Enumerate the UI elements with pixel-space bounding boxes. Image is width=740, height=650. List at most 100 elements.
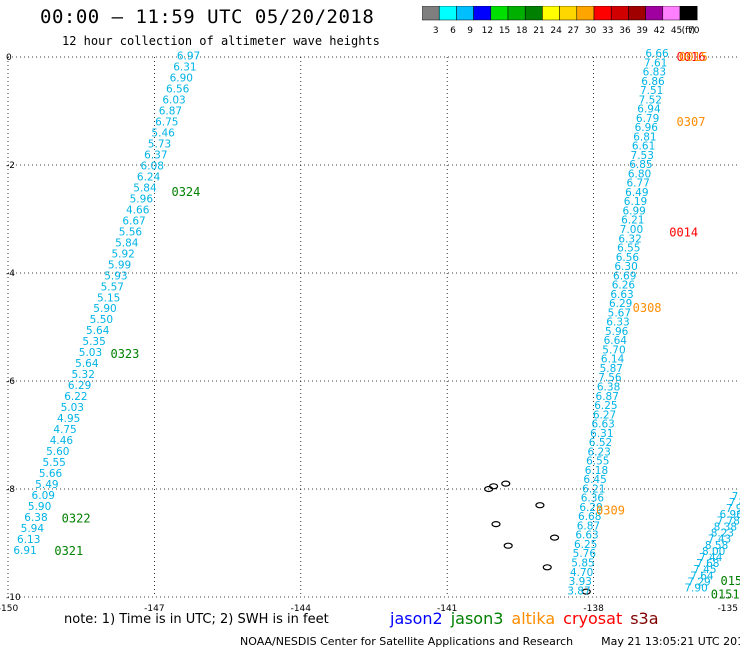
swh-value: 7.44 <box>699 552 723 564</box>
island-outline <box>501 480 511 487</box>
swh-value: 5.60 <box>46 446 69 458</box>
swh-value: 5.84 <box>133 182 157 194</box>
latitude-label: -8 <box>6 485 15 495</box>
swh-value: 6.86 <box>641 76 665 88</box>
color-scale-label: 18 <box>516 26 528 36</box>
swh-value: 7.64 <box>690 570 714 582</box>
longitude-label: -141 <box>437 604 457 614</box>
footer: NOAA/NESDIS Center for Satellite Applica… <box>240 635 740 648</box>
swh-value: 5.85 <box>571 558 594 570</box>
swh-value: 8.23 <box>711 528 734 540</box>
swh-value: 6.85 <box>629 159 652 171</box>
pass-time-label: 0015 <box>679 50 708 64</box>
swh-value: 7.43 <box>708 534 731 546</box>
swh-value: 5.56 <box>119 226 143 238</box>
swh-value: 6.09 <box>32 490 55 502</box>
swh-value: 6.55 <box>586 456 609 468</box>
swh-value: 6.19 <box>624 196 647 208</box>
color-scale-label: 70 <box>688 26 700 36</box>
satellite-legend-cryosat: cryosat <box>563 609 623 628</box>
color-scale-label: 27 <box>568 26 579 36</box>
swh-value: 7.61 <box>644 57 667 69</box>
pass-time-label: 0307 <box>677 115 706 129</box>
swh-value: 6.31 <box>590 428 613 440</box>
swh-value: 7.29 <box>687 576 710 588</box>
pass-time-label: 0323 <box>110 347 139 361</box>
swh-value: 5.70 <box>602 344 625 356</box>
swh-value: 6.45 <box>583 474 606 486</box>
color-scale-label: 36 <box>619 26 631 36</box>
swh-value: 5.15 <box>97 292 120 304</box>
swh-value: 7.56 <box>598 372 622 384</box>
swh-value: 5.32 <box>72 369 95 381</box>
latitude-label: -2 <box>6 161 15 171</box>
swh-value: 5.50 <box>90 314 113 326</box>
island-outline <box>549 534 560 541</box>
footer-source: NOAA/NESDIS Center for Satellite Applica… <box>240 635 574 648</box>
color-scale-label: 15 <box>499 26 510 36</box>
swh-value: 6.13 <box>17 534 40 546</box>
pass-time-label: 0309 <box>596 504 625 518</box>
swh-value: 4.66 <box>126 204 150 216</box>
swh-value: 8.38 <box>714 521 737 533</box>
swh-value: 6.69 <box>613 270 636 282</box>
swh-value: 6.30 <box>614 261 637 273</box>
swh-value: 6.55 <box>617 243 640 255</box>
swh-value: 5.87 <box>600 363 623 375</box>
island-outline <box>581 588 591 595</box>
swh-value: 6.25 <box>594 400 617 412</box>
swh-value: 7.51 <box>640 85 663 97</box>
swh-value: 5.67 <box>608 307 631 319</box>
swh-value: 7.45 <box>693 564 716 576</box>
swh-value: 5.76 <box>573 548 597 560</box>
swh-value: 6.66 <box>645 48 669 60</box>
latitude-label: -4 <box>6 269 15 279</box>
swh-value: 6.23 <box>587 446 610 458</box>
swh-value: 6.27 <box>593 409 616 421</box>
longitude-label: -138 <box>583 604 604 614</box>
swh-value: 5.96 <box>130 193 154 205</box>
color-scale-label: 9 <box>467 26 473 36</box>
color-scale-legend: 3 6 9 12 15 18 21 24 27 30 33 36 39 42 45 70(ft) <box>422 6 700 36</box>
swh-value: 6.21 <box>621 215 644 227</box>
swh-value: 6.64 <box>604 335 628 347</box>
swh-value: 5.92 <box>111 248 134 260</box>
swh-value: 5.64 <box>86 325 110 337</box>
swh-value: 5.66 <box>39 468 63 480</box>
swh-value: 6.38 <box>24 512 47 524</box>
longitude-label: -135 <box>718 604 738 614</box>
swh-value: 4.75 <box>53 424 76 436</box>
color-scale-swatch <box>679 6 698 21</box>
swh-value: 7.52 <box>639 94 662 106</box>
swh-value: 6.83 <box>643 67 666 79</box>
swh-value: 5.64 <box>75 358 99 370</box>
swh-value: 6.63 <box>610 289 633 301</box>
swh-value: 4.70 <box>570 567 593 579</box>
units-note: note: 1) Time is in UTC; 2) SWH is in fe… <box>64 612 329 627</box>
swh-value: 5.96 <box>605 326 629 338</box>
swh-value: 6.81 <box>633 131 656 143</box>
swh-value: 6.79 <box>636 113 659 125</box>
swh-value: 6.08 <box>141 161 164 173</box>
swh-value: 5.73 <box>148 139 171 151</box>
color-scale-label: 24 <box>550 26 562 36</box>
color-scale-label: 6 <box>450 26 456 36</box>
swh-value: 6.32 <box>618 233 641 245</box>
swh-value: 4.95 <box>57 413 80 425</box>
pass-time-label: 0014 <box>669 226 698 240</box>
swh-value: 6.29 <box>579 502 602 514</box>
swh-value: 8.00 <box>702 546 725 558</box>
satellite-legend: jason2 jason3 altika cryosat s3a <box>390 609 667 628</box>
swh-value: 6.31 <box>173 62 196 74</box>
swh-value: 6.77 <box>626 178 649 190</box>
island-outline <box>491 520 501 528</box>
island-outline <box>535 502 545 509</box>
swh-value: 7.90 <box>684 583 707 595</box>
color-scale-label: 45 <box>671 26 682 36</box>
color-scale-label: 30 <box>585 26 597 36</box>
swh-value: 6.18 <box>585 465 608 477</box>
swh-value: 6.94 <box>637 104 661 116</box>
swh-value: 7.53 <box>631 150 654 162</box>
footer-timestamp: May 21 13:05:21 UTC 2018 <box>601 635 740 648</box>
